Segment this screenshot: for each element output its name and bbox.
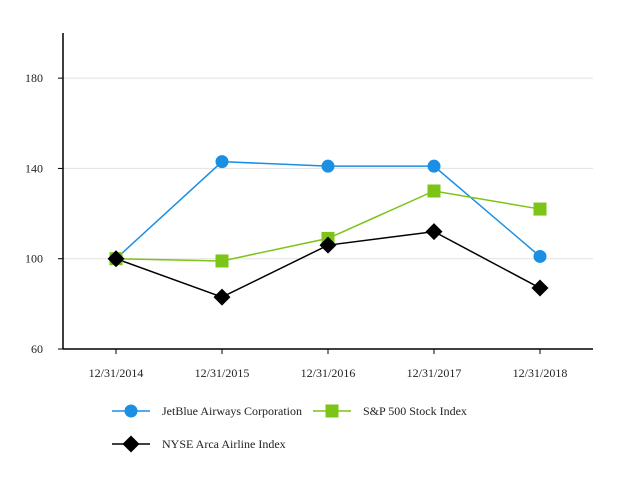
x-tick-label: 12/31/2014 (89, 366, 144, 380)
data-point-nyse-arca-airline-index (213, 288, 231, 306)
data-point-nyse-arca-airline-index (531, 279, 549, 297)
data-point-nyse-arca-airline-index (425, 223, 443, 241)
y-tick-label: 180 (25, 71, 43, 85)
data-point-nyse-arca-airline-index (319, 236, 337, 254)
series-markers (107, 155, 549, 306)
data-point-nyse-arca-airline-index (107, 250, 125, 268)
data-point-jetblue-airways-corporation (321, 159, 335, 173)
legend: JetBlue Airways Corporation S&P 500 Stock… (112, 404, 467, 453)
x-tick-label: 12/31/2017 (407, 366, 462, 380)
data-point-jetblue-airways-corporation (533, 249, 547, 263)
y-tick-label: 100 (25, 252, 43, 266)
y-tick-label: 60 (31, 342, 43, 356)
legend-item-jetblue-airways-corporation: JetBlue Airways Corporation (112, 404, 302, 418)
data-point-s-p-500-stock-index (533, 202, 547, 216)
y-tick-label: 140 (25, 161, 43, 175)
legend-marker (122, 435, 140, 453)
x-tick-label: 12/31/2018 (513, 366, 568, 380)
x-tick-label: 12/31/2015 (195, 366, 250, 380)
data-point-s-p-500-stock-index (215, 254, 229, 268)
legend-label: S&P 500 Stock Index (363, 404, 467, 418)
y-axis-ticks: 60 100 140 180 (25, 71, 63, 356)
axes (62, 33, 593, 350)
data-point-s-p-500-stock-index (427, 184, 441, 198)
x-tick-label: 12/31/2016 (301, 366, 356, 380)
legend-label: JetBlue Airways Corporation (162, 404, 302, 418)
x-axis-ticks: 12/31/2014 12/31/2015 12/31/2016 12/31/2017… (89, 349, 568, 380)
legend-item-s-p-500-stock-index: S&P 500 Stock Index (313, 404, 467, 418)
legend-item-nyse-arca-airline-index: NYSE Arca Airline Index (112, 435, 286, 453)
series-lines (115, 160, 541, 298)
data-point-jetblue-airways-corporation (427, 159, 441, 173)
legend-marker (124, 404, 138, 418)
legend-label: NYSE Arca Airline Index (162, 437, 286, 451)
legend-marker (325, 404, 339, 418)
data-point-jetblue-airways-corporation (215, 155, 229, 169)
